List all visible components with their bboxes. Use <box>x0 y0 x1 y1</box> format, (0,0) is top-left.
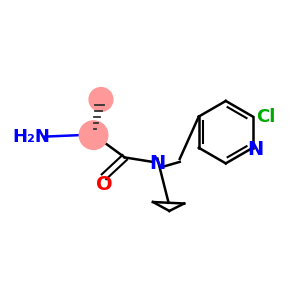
Text: Cl: Cl <box>256 108 276 126</box>
Circle shape <box>79 121 108 149</box>
Text: O: O <box>96 175 112 194</box>
Text: N: N <box>149 154 166 173</box>
Circle shape <box>89 88 113 111</box>
Text: H₂N: H₂N <box>12 128 50 146</box>
Text: N: N <box>248 140 264 159</box>
